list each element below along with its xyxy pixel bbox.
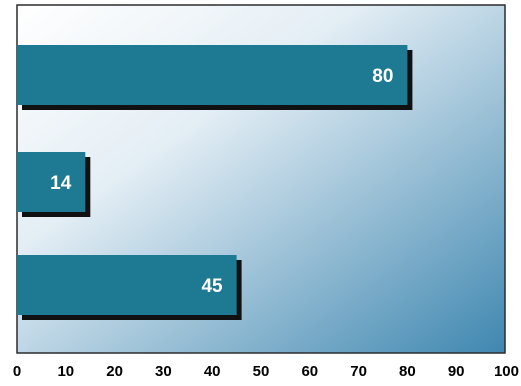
bar-group-0: 80 <box>17 45 413 110</box>
x-tick-label-30: 30 <box>155 363 172 380</box>
bar-group-1: 14 <box>17 152 91 217</box>
bar-group-2: 45 <box>17 255 242 320</box>
x-tick-label-20: 20 <box>106 363 123 380</box>
x-tick-label-40: 40 <box>204 363 221 380</box>
bar-value-label-0: 80 <box>372 66 393 87</box>
bar-value-label-1: 14 <box>50 173 72 194</box>
bar-2 <box>17 255 237 315</box>
bar-0 <box>17 45 408 105</box>
x-tick-label-0: 0 <box>13 363 21 380</box>
x-tick-label-10: 10 <box>57 363 74 380</box>
x-tick-label-90: 90 <box>448 363 465 380</box>
bar-1 <box>17 152 86 212</box>
x-tick-label-50: 50 <box>253 363 270 380</box>
x-tick-label-70: 70 <box>350 363 367 380</box>
x-tick-label-60: 60 <box>301 363 318 380</box>
x-tick-label-80: 80 <box>399 363 416 380</box>
bars-layer: 80 14 45 <box>17 45 413 320</box>
bar-value-label-2: 45 <box>201 276 223 297</box>
x-tick-label-100: 100 <box>494 363 519 380</box>
x-axis-ticks: 0 10 20 30 40 50 60 70 80 90 100 <box>13 363 519 380</box>
